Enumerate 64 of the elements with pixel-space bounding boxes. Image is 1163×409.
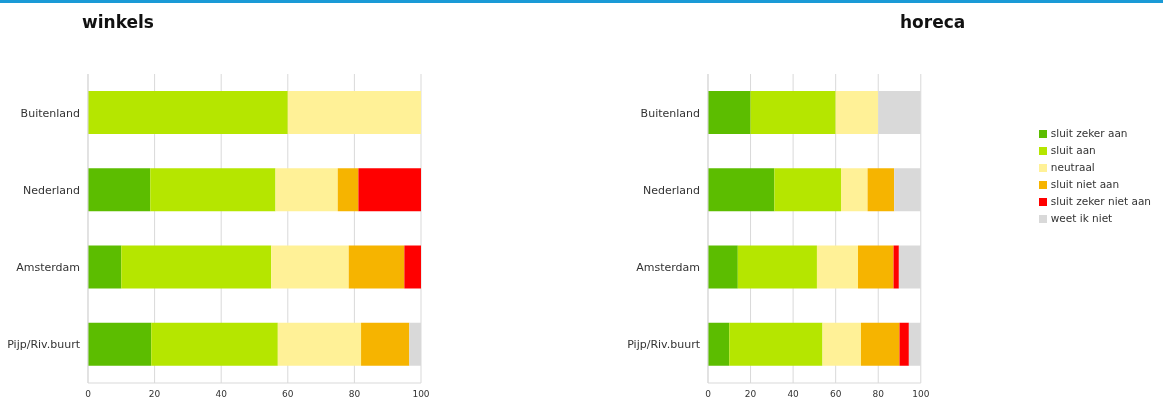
bar xyxy=(898,245,921,289)
y-tick-label: Nederland xyxy=(642,183,700,197)
y-tick-label: Amsterdam xyxy=(16,261,80,275)
bar xyxy=(708,245,738,289)
bar xyxy=(88,245,122,289)
y-tick-label: Amsterdam xyxy=(636,261,700,275)
x-tick-label: 0 xyxy=(705,389,712,400)
legend-label: sluit zeker aan xyxy=(1050,127,1128,139)
bar xyxy=(88,91,288,134)
bar xyxy=(708,91,751,134)
legend-label: weet ik niet xyxy=(1050,212,1113,224)
x-tick-label: 100 xyxy=(412,389,430,400)
bar xyxy=(277,322,362,366)
bar xyxy=(150,168,276,212)
chart-title: winkels xyxy=(82,12,154,32)
bar xyxy=(404,245,421,289)
x-tick-label: 60 xyxy=(829,389,842,400)
bar xyxy=(275,168,338,212)
y-tick-label: Buitenland xyxy=(20,106,80,120)
bar xyxy=(121,245,272,289)
bar xyxy=(816,245,859,289)
chart-title: horeca xyxy=(900,12,966,32)
x-tick-label: 20 xyxy=(148,389,161,400)
bar xyxy=(708,168,775,212)
bar xyxy=(840,168,868,212)
x-tick-label: 80 xyxy=(872,389,885,400)
bar xyxy=(348,245,405,289)
bar xyxy=(708,322,730,366)
bar xyxy=(337,168,359,212)
bar xyxy=(774,168,841,212)
bar xyxy=(88,322,152,366)
bar xyxy=(88,168,151,212)
bar xyxy=(750,91,836,134)
y-tick-label: Buitenland xyxy=(640,106,700,120)
legend-label: sluit zeker niet aan xyxy=(1050,195,1151,207)
x-tick-label: 0 xyxy=(85,389,92,400)
x-tick-label: 80 xyxy=(348,389,361,400)
bar xyxy=(860,322,900,366)
bar xyxy=(271,245,349,289)
bar xyxy=(737,245,817,289)
bar xyxy=(729,322,823,366)
y-tick-label: Pijp/Riv.buurt xyxy=(7,338,81,352)
bar xyxy=(822,322,861,366)
y-tick-label: Nederland xyxy=(22,183,80,197)
bar xyxy=(899,322,909,366)
bar xyxy=(867,168,895,212)
x-tick-label: 40 xyxy=(215,389,228,400)
bar xyxy=(893,245,899,289)
bar xyxy=(858,245,894,289)
bar xyxy=(835,91,879,134)
bar xyxy=(358,168,421,212)
legend-label: neutraal xyxy=(1050,161,1095,173)
x-tick-label: 60 xyxy=(282,389,294,400)
x-tick-label: 40 xyxy=(787,389,800,400)
bar xyxy=(287,91,421,134)
y-tick-label: Pijp/Riv.buurt xyxy=(627,338,701,352)
legend-label: sluit aan xyxy=(1050,144,1096,156)
x-tick-label: 20 xyxy=(744,389,757,400)
bar xyxy=(361,322,410,366)
bar xyxy=(894,168,921,212)
x-tick-label: 100 xyxy=(912,389,930,400)
bar xyxy=(151,322,278,366)
legend-label: sluit niet aan xyxy=(1050,178,1120,190)
bar xyxy=(908,322,921,366)
